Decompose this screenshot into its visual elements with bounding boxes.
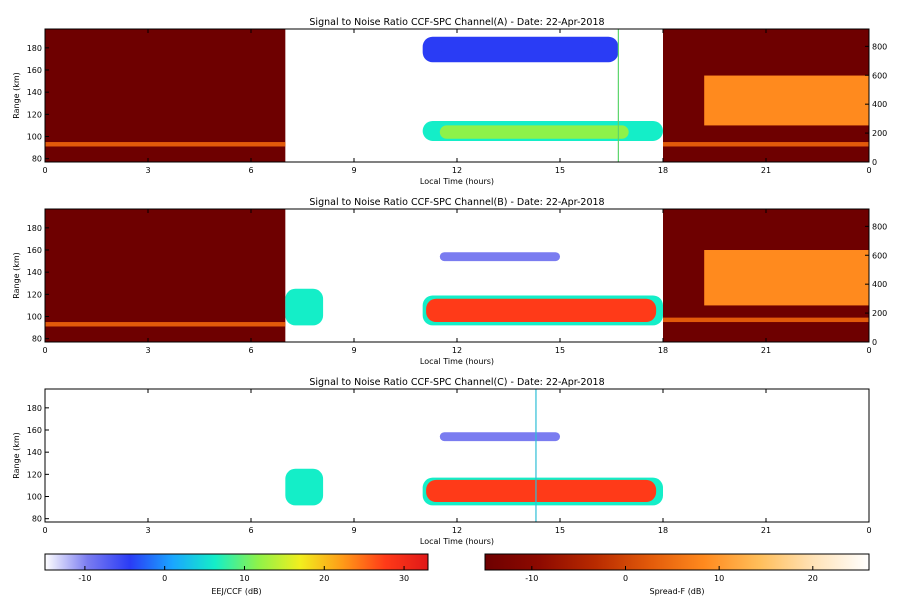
x-tick-label: 12 <box>452 166 462 175</box>
data-region <box>45 322 286 327</box>
chart-panel-1: Signal to Noise Ratio CCF-SPC Channel(A)… <box>12 17 887 186</box>
chart-title: Signal to Noise Ratio CCF-SPC Channel(C)… <box>309 377 604 388</box>
data-region <box>285 288 324 326</box>
colorbar-tick-label: 20 <box>808 574 818 583</box>
y-tick-label: 120 <box>27 110 42 119</box>
colorbar-tick-label: 10 <box>239 574 249 583</box>
y-tick-label: 140 <box>27 88 42 97</box>
chart-panel-2: Signal to Noise Ratio CCF-SPC Channel(B)… <box>12 197 887 366</box>
colorbar-tick-label: 0 <box>162 574 167 583</box>
x-tick-label: 0 <box>42 166 47 175</box>
y2-tick-label: 200 <box>872 129 887 138</box>
y-tick-label: 80 <box>32 155 42 164</box>
y2-tick-label: 400 <box>872 280 887 289</box>
x-tick-label: 15 <box>555 166 565 175</box>
colorbar-label: EEJ/CCF (dB) <box>211 587 261 596</box>
colorbar-tick-label: 30 <box>399 574 409 583</box>
chart-panel-3: Signal to Noise Ratio CCF-SPC Channel(C)… <box>12 377 872 546</box>
data-region <box>439 252 560 262</box>
y-tick-label: 160 <box>27 246 42 255</box>
x-tick-label: 0 <box>866 166 871 175</box>
y-tick-label: 80 <box>32 515 42 524</box>
y-tick-label: 180 <box>27 224 42 233</box>
y2-tick-label: 0 <box>872 338 877 347</box>
y2-tick-label: 800 <box>872 42 887 51</box>
data-region <box>45 142 286 147</box>
y-tick-label: 100 <box>27 493 42 502</box>
x-tick-label: 0 <box>866 526 871 535</box>
x-axis-label: Local Time (hours) <box>420 537 494 546</box>
y2-tick-label: 800 <box>872 222 887 231</box>
y-tick-label: 180 <box>27 404 42 413</box>
colorbar-tick-label: 0 <box>623 574 628 583</box>
y2-tick-label: 200 <box>872 309 887 318</box>
x-tick-label: 0 <box>42 346 47 355</box>
x-tick-label: 9 <box>351 166 356 175</box>
y2-tick-label: 400 <box>872 100 887 109</box>
x-tick-label: 21 <box>761 166 771 175</box>
data-region <box>426 479 657 503</box>
y-axis-label: Range (km) <box>12 252 21 299</box>
y-axis-label: Range (km) <box>12 72 21 119</box>
x-axis-label: Local Time (hours) <box>420 357 494 366</box>
x-tick-label: 12 <box>452 526 462 535</box>
colorbar-2: -10 0 10 20 Spread-F (dB) <box>484 553 870 596</box>
y-axis-label: Range (km) <box>12 432 21 479</box>
data-region <box>704 75 869 126</box>
x-tick-label: 0 <box>42 526 47 535</box>
x-tick-label: 3 <box>145 346 150 355</box>
data-region <box>663 317 869 323</box>
colorbar-tick-label: -10 <box>78 574 91 583</box>
data-region <box>439 40 595 55</box>
y2-tick-label: 0 <box>872 158 877 167</box>
x-axis-label: Local Time (hours) <box>420 177 494 186</box>
x-tick-label: 6 <box>248 346 253 355</box>
colorbar-1: -10 0 10 20 30 EEJ/CCF (dB) <box>44 553 429 596</box>
x-tick-label: 6 <box>248 526 253 535</box>
data-region <box>439 125 629 139</box>
x-tick-label: 18 <box>658 346 668 355</box>
data-region <box>45 209 286 342</box>
x-tick-label: 15 <box>555 346 565 355</box>
x-tick-label: 9 <box>351 526 356 535</box>
y-tick-label: 140 <box>27 268 42 277</box>
data-region <box>663 142 869 147</box>
colorbar-tick-label: 20 <box>319 574 329 583</box>
y-tick-label: 160 <box>27 426 42 435</box>
data-region <box>704 250 869 306</box>
x-tick-label: 15 <box>555 526 565 535</box>
y-tick-label: 100 <box>27 133 42 142</box>
colorbar-gradient <box>44 553 429 571</box>
y-tick-label: 120 <box>27 290 42 299</box>
x-tick-label: 21 <box>761 526 771 535</box>
x-tick-label: 18 <box>658 166 668 175</box>
chart-title: Signal to Noise Ratio CCF-SPC Channel(B)… <box>309 197 604 208</box>
y-tick-label: 120 <box>27 470 42 479</box>
colorbar-tick-label: 10 <box>714 574 724 583</box>
data-region <box>285 468 324 506</box>
y-tick-label: 140 <box>27 448 42 457</box>
x-tick-label: 3 <box>145 166 150 175</box>
y-tick-label: 80 <box>32 335 42 344</box>
x-tick-label: 21 <box>761 346 771 355</box>
colorbar-label: Spread-F (dB) <box>649 587 704 596</box>
y-tick-label: 100 <box>27 313 42 322</box>
y-tick-label: 160 <box>27 66 42 75</box>
x-tick-label: 3 <box>145 526 150 535</box>
x-tick-label: 6 <box>248 166 253 175</box>
colorbar-gradient <box>484 553 870 571</box>
data-region <box>439 432 560 442</box>
x-tick-label: 18 <box>658 526 668 535</box>
data-region <box>45 29 286 162</box>
x-tick-label: 0 <box>866 346 871 355</box>
colorbar-tick-label: -10 <box>525 574 538 583</box>
y2-tick-label: 600 <box>872 251 887 260</box>
y-tick-label: 180 <box>27 44 42 53</box>
data-region <box>426 298 657 323</box>
x-tick-label: 9 <box>351 346 356 355</box>
x-tick-label: 12 <box>452 346 462 355</box>
chart-title: Signal to Noise Ratio CCF-SPC Channel(A)… <box>309 17 604 28</box>
y2-tick-label: 600 <box>872 71 887 80</box>
